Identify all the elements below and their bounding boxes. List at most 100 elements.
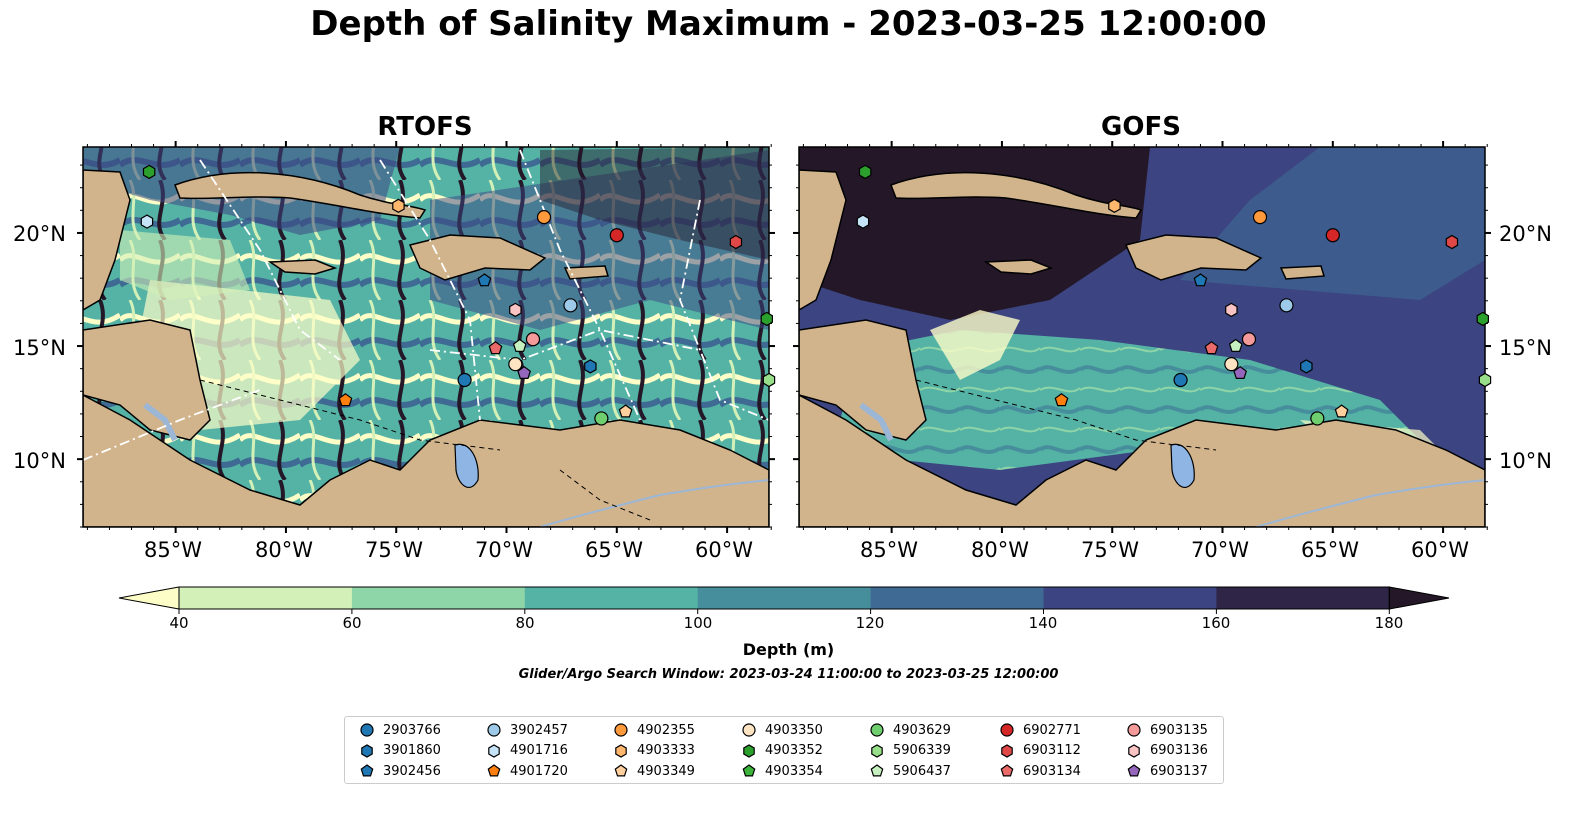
legend-label: 6903112: [1023, 743, 1081, 758]
colorbar-tick-60: 60: [342, 614, 362, 632]
colorbar-extend-min: [118, 586, 180, 610]
circle-marker-icon: [1000, 723, 1014, 737]
observation-marker-6903134: [488, 341, 503, 355]
depth-colorbar: [118, 586, 1450, 614]
lon-label-left-75w: 75°W: [365, 538, 423, 562]
colorbar-segment: [870, 587, 1044, 609]
pentagon-marker-icon: [614, 764, 628, 777]
lon-label-left-65w: 65°W: [585, 538, 643, 562]
colorbar-segment: [1216, 587, 1390, 609]
colorbar-label: Depth (m): [742, 640, 835, 659]
observation-marker-6903137: [1233, 365, 1248, 379]
legend-item-4903350: 4903350: [741, 720, 823, 740]
lon-label-right-85w: 85°W: [860, 538, 918, 562]
observation-marker-5906339: [762, 372, 776, 388]
legend-label: 6902771: [1023, 722, 1081, 738]
figure-title: Depth of Salinity Maximum - 2023-03-25 1…: [310, 4, 1267, 44]
hexagon-marker-icon: [488, 743, 500, 758]
legend-label: 4903350: [765, 722, 823, 738]
observation-marker-6903134: [1204, 341, 1219, 355]
panel-title-rtofs: RTOFS: [377, 112, 473, 142]
legend-item-6903136: 6903136: [1126, 741, 1208, 761]
observation-marker-4903352: [760, 311, 774, 327]
legend-label: 6903137: [1150, 763, 1208, 779]
lon-label-right-75w: 75°W: [1081, 538, 1139, 562]
legend-label: 4903354: [765, 763, 823, 779]
observation-marker-6903135: [1241, 332, 1257, 347]
observation-marker-4903350: [508, 357, 523, 372]
lat-label-left-10n: 10°N: [13, 449, 66, 473]
colorbar-tick-160: 160: [1201, 614, 1231, 632]
legend-item-6903134: 6903134: [999, 761, 1081, 781]
observation-marker-5906437: [512, 338, 527, 352]
legend-label: 4903629: [893, 722, 951, 738]
rtofs-observation-markers: [140, 164, 776, 426]
pentagon-marker-icon: [742, 764, 756, 777]
lon-label-left-80w: 80°W: [255, 538, 313, 562]
observation-marker-5906437: [1228, 338, 1243, 352]
lon-label-right-65w: 65°W: [1301, 538, 1359, 562]
colorbar-tick-180: 180: [1374, 614, 1404, 632]
observation-marker-6902771: [1325, 228, 1340, 243]
legend-item-6902771: 6902771: [999, 720, 1081, 740]
legend-label: 3901860: [383, 743, 441, 758]
observation-marker-4903629: [1310, 411, 1325, 426]
legend-label: 6903134: [1023, 763, 1081, 779]
observation-marker-4903333: [1108, 198, 1121, 213]
legend-label: 5906339: [893, 743, 951, 758]
axis-ticks: [77, 141, 1491, 533]
lat-label-left-15n: 15°N: [13, 336, 66, 360]
circle-marker-icon: [614, 723, 628, 737]
rtofs-map: [83, 147, 769, 527]
legend-item-4901716: 4901716: [486, 741, 568, 761]
lat-label-right-10n: 10°N: [1499, 449, 1552, 473]
hexagon-marker-icon: [1001, 743, 1013, 758]
legend-label: 4903349: [637, 763, 695, 779]
legend-item-5906339: 5906339: [869, 741, 951, 761]
observation-marker-4902355: [536, 210, 552, 225]
legend-label: 2903766: [383, 722, 441, 738]
observation-marker-6902771: [609, 228, 624, 243]
observation-marker-4903333: [392, 198, 405, 213]
hexagon-marker-icon: [871, 743, 883, 758]
observation-marker-5906339: [1478, 372, 1492, 388]
lon-label-left-70w: 70°W: [475, 538, 533, 562]
lon-label-right-70w: 70°W: [1191, 538, 1249, 562]
panel-title-gofs: GOFS: [1101, 112, 1181, 142]
pentagon-marker-icon: [1127, 764, 1141, 777]
gofs-map: [799, 147, 1485, 527]
hexagon-marker-icon: [615, 743, 627, 758]
colorbar-extend-max: [1388, 586, 1450, 610]
observation-marker-4901716: [856, 214, 870, 229]
legend-label: 4901720: [510, 763, 568, 779]
map-area: [77, 141, 1492, 533]
legend-label: 5906437: [893, 763, 951, 779]
observation-marker-4903352: [858, 164, 872, 180]
observation-marker-4903350: [1224, 357, 1239, 372]
legend-label: 3902457: [510, 722, 568, 738]
circle-marker-icon: [360, 723, 374, 737]
colorbar-segment: [697, 587, 872, 609]
lon-label-right-80w: 80°W: [971, 538, 1029, 562]
colorbar-tick-140: 140: [1028, 614, 1058, 632]
observation-marker-4903349: [1334, 404, 1349, 418]
observation-marker-4902355: [1252, 210, 1268, 225]
observation-marker-4903352: [142, 164, 156, 180]
legend-item-5906437: 5906437: [869, 761, 951, 781]
observation-marker-3901860: [584, 359, 597, 374]
observation-marker-4901720: [338, 393, 353, 407]
search-window-caption: Glider/Argo Search Window: 2023-03-24 11…: [518, 667, 1059, 682]
lat-label-right-15n: 15°N: [1499, 336, 1552, 360]
gofs-observation-markers: [856, 164, 1492, 426]
observation-marker-3901860: [1300, 359, 1313, 374]
legend-item-4903333: 4903333: [613, 741, 695, 761]
legend-item-6903135: 6903135: [1126, 720, 1208, 740]
pentagon-marker-icon: [870, 764, 884, 777]
legend-label: 4903352: [765, 743, 823, 758]
legend-item-4903352: 4903352: [741, 741, 823, 761]
circle-marker-icon: [742, 723, 756, 737]
observation-marker-6903137: [517, 365, 532, 379]
observation-marker-3902456: [1193, 273, 1208, 287]
observation-marker-3902456: [477, 273, 492, 287]
lon-label-left-60w: 60°W: [695, 538, 753, 562]
